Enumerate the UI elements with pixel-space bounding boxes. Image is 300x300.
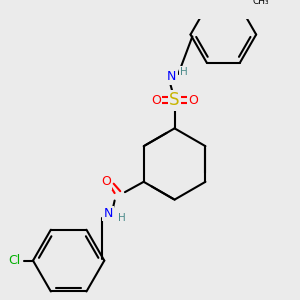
Text: N: N (167, 70, 176, 83)
Text: O: O (151, 94, 161, 107)
Text: O: O (101, 175, 111, 188)
Text: Cl: Cl (8, 254, 20, 267)
Text: O: O (188, 94, 198, 107)
Text: H: H (118, 213, 126, 224)
Text: CH₃: CH₃ (252, 0, 269, 6)
Text: H: H (180, 67, 188, 77)
Text: S: S (169, 91, 180, 109)
Text: N: N (103, 207, 113, 220)
